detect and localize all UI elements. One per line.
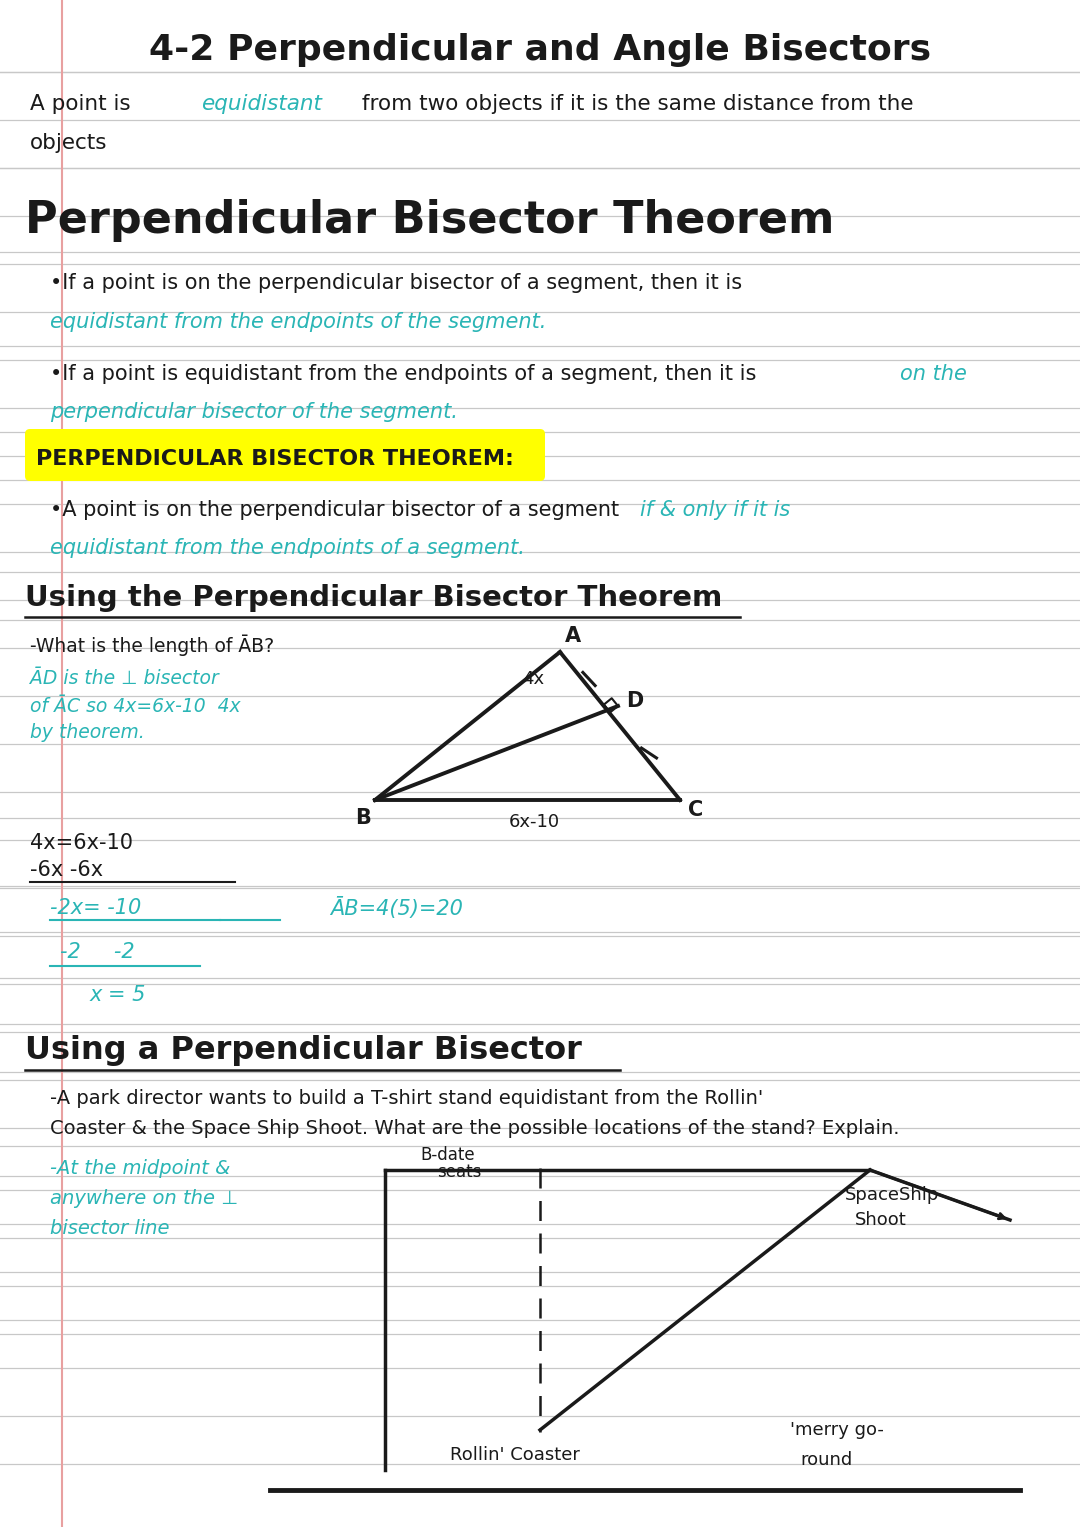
Text: ĀD is the ⊥ bisector: ĀD is the ⊥ bisector: [30, 669, 219, 687]
Text: PERPENDICULAR BISECTOR THEOREM:: PERPENDICULAR BISECTOR THEOREM:: [36, 449, 514, 469]
Text: of ĀC so 4x=6x-10  4x: of ĀC so 4x=6x-10 4x: [30, 696, 241, 716]
Text: C: C: [688, 800, 703, 820]
Text: Coaster & the Space Ship Shoot. What are the possible locations of the stand? Ex: Coaster & the Space Ship Shoot. What are…: [50, 1118, 900, 1138]
Text: seats: seats: [437, 1164, 482, 1180]
Text: B-date: B-date: [420, 1145, 474, 1164]
Text: -6x -6x: -6x -6x: [30, 860, 103, 880]
FancyBboxPatch shape: [25, 429, 545, 481]
Text: 4x=6x-10: 4x=6x-10: [30, 834, 133, 854]
Text: from two objects if it is the same distance from the: from two objects if it is the same dista…: [355, 95, 914, 115]
Text: -A park director wants to build a T-shirt stand equidistant from the Rollin': -A park director wants to build a T-shir…: [50, 1089, 764, 1107]
Text: Using a Perpendicular Bisector: Using a Perpendicular Bisector: [25, 1034, 582, 1066]
Text: round: round: [800, 1451, 852, 1469]
Text: SpaceShip: SpaceShip: [845, 1186, 940, 1203]
Text: by theorem.: by theorem.: [30, 724, 145, 742]
Text: bisector line: bisector line: [50, 1219, 170, 1237]
Text: D: D: [626, 692, 644, 712]
Text: x = 5: x = 5: [90, 985, 147, 1005]
Text: 4-2 Perpendicular and Angle Bisectors: 4-2 Perpendicular and Angle Bisectors: [149, 34, 931, 67]
Text: Rollin' Coaster: Rollin' Coaster: [450, 1446, 580, 1464]
Text: -At the midpoint &: -At the midpoint &: [50, 1159, 230, 1177]
Text: perpendicular bisector of the segment.: perpendicular bisector of the segment.: [50, 402, 458, 421]
Text: 4x: 4x: [522, 670, 544, 689]
Text: A: A: [565, 626, 581, 646]
Text: 'merry go-: 'merry go-: [789, 1422, 883, 1438]
Text: 6x-10: 6x-10: [509, 812, 561, 831]
Text: equidistant from the endpoints of a segment.: equidistant from the endpoints of a segm…: [50, 538, 525, 557]
Text: objects: objects: [30, 133, 108, 153]
Text: if & only if it is: if & only if it is: [640, 499, 791, 521]
Text: B: B: [355, 808, 370, 828]
Text: ĀB=4(5)=20: ĀB=4(5)=20: [330, 896, 463, 919]
Text: A point is: A point is: [30, 95, 137, 115]
Text: -What is the length of ĀB?: -What is the length of ĀB?: [30, 634, 274, 655]
Text: equidistant from the endpoints of the segment.: equidistant from the endpoints of the se…: [50, 312, 546, 331]
Text: Using the Perpendicular Bisector Theorem: Using the Perpendicular Bisector Theorem: [25, 583, 723, 612]
Text: anywhere on the ⊥: anywhere on the ⊥: [50, 1188, 239, 1208]
Text: Perpendicular Bisector Theorem: Perpendicular Bisector Theorem: [25, 199, 835, 241]
Text: •If a point is equidistant from the endpoints of a segment, then it is: •If a point is equidistant from the endp…: [50, 363, 762, 383]
Text: equidistant: equidistant: [201, 95, 322, 115]
Text: Shoot: Shoot: [855, 1211, 907, 1229]
Text: •A point is on the perpendicular bisector of a segment: •A point is on the perpendicular bisecto…: [50, 499, 625, 521]
Text: on the: on the: [900, 363, 967, 383]
Text: -2     -2: -2 -2: [60, 942, 135, 962]
Text: •If a point is on the perpendicular bisector of a segment, then it is: •If a point is on the perpendicular bise…: [50, 273, 742, 293]
Text: -2x= -10: -2x= -10: [50, 898, 141, 918]
